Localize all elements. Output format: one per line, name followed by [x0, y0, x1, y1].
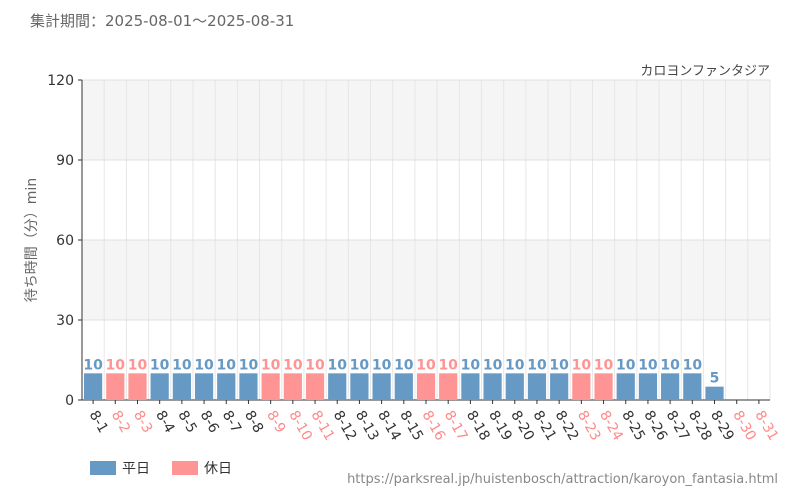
x-tick-label: 8-7: [219, 408, 244, 436]
x-tick-label: 8-1: [86, 408, 111, 436]
bar-value-label: 10: [283, 357, 303, 373]
bar: [261, 373, 280, 400]
bar-value-label: 10: [683, 357, 703, 373]
plot-band: [82, 80, 770, 160]
bar-value-label: 10: [350, 357, 370, 373]
bar-value-label: 10: [438, 357, 458, 373]
plot-band: [82, 240, 770, 320]
bar: [283, 373, 302, 400]
bar: [527, 373, 547, 400]
bar: [638, 373, 658, 400]
period-label: 集計期間：2025-08-01～2025-08-31: [30, 12, 295, 30]
bar-value-label: 10: [239, 357, 259, 373]
bar-value-label: 10: [572, 357, 592, 373]
bar-value-label: 10: [305, 357, 325, 373]
attraction-name: カロヨンファンタジア: [640, 64, 770, 79]
bar-value-label: 10: [483, 357, 503, 373]
bar: [483, 373, 502, 400]
bar: [572, 373, 591, 400]
bar-value-label: 10: [549, 357, 569, 373]
x-tick-label: 8-4: [152, 408, 177, 436]
bar: [194, 373, 214, 400]
bar: [594, 373, 613, 400]
bar: [84, 373, 103, 400]
bar-value-label: 5: [710, 371, 720, 387]
bar-value-label: 10: [150, 357, 170, 373]
source-url: https://parksreal.jp/huistenbosch/attrac…: [347, 472, 778, 487]
bar-value-label: 10: [660, 357, 680, 373]
bar-value-label: 10: [128, 357, 148, 373]
y-tick-label: 120: [47, 73, 74, 89]
bar-value-label: 10: [372, 357, 392, 373]
bar: [416, 373, 436, 400]
x-tick-label: 8-31: [751, 408, 781, 444]
bar: [661, 373, 680, 400]
bar-value-label: 10: [527, 357, 547, 373]
x-tick-label: 8-3: [130, 408, 155, 436]
bar-value-label: 10: [394, 357, 414, 373]
legend-swatch-holiday: [172, 461, 198, 475]
bar: [705, 386, 724, 400]
bar: [616, 373, 635, 400]
y-tick-label: 30: [56, 313, 74, 329]
legend-item-weekday: 平日: [90, 458, 150, 478]
bar-value-label: 10: [106, 357, 126, 373]
bar: [550, 373, 569, 400]
bar-value-label: 10: [461, 357, 481, 373]
bar-value-label: 10: [172, 357, 192, 373]
bar-value-label: 10: [505, 357, 525, 373]
y-tick-label: 60: [56, 233, 74, 249]
bar-value-label: 10: [594, 357, 614, 373]
x-tick-label: 8-9: [263, 408, 288, 436]
bar: [683, 373, 702, 400]
bar-value-label: 10: [616, 357, 636, 373]
bar: [305, 373, 325, 400]
bar: [328, 373, 347, 400]
bar: [439, 373, 458, 400]
legend-item-holiday: 休日: [172, 458, 232, 478]
bar: [394, 373, 413, 400]
legend: 平日 休日: [90, 458, 232, 478]
bar-value-label: 10: [217, 357, 237, 373]
x-tick-label: 8-8: [241, 408, 266, 436]
x-tick-label: 8-5: [174, 408, 199, 436]
legend-label-holiday: 休日: [204, 461, 232, 477]
bar: [172, 373, 191, 400]
legend-swatch-weekday: [90, 461, 116, 475]
bar-value-label: 10: [261, 357, 281, 373]
y-tick-label: 90: [56, 153, 74, 169]
plot-band: [82, 160, 770, 240]
bar: [150, 373, 169, 400]
bar-value-label: 10: [638, 357, 658, 373]
bar: [217, 373, 236, 400]
bar: [372, 373, 391, 400]
x-tick-label: 8-2: [108, 408, 133, 436]
bar: [106, 373, 125, 400]
y-tick-label: 0: [65, 393, 74, 409]
bar: [505, 373, 524, 400]
bar-value-label: 10: [83, 357, 103, 373]
bar: [461, 373, 480, 400]
y-axis-label: 待ち時間（分）min: [24, 178, 40, 302]
x-tick-label: 8-6: [197, 408, 222, 436]
legend-label-weekday: 平日: [122, 461, 150, 477]
bar: [128, 373, 147, 400]
bar: [239, 373, 258, 400]
bar: [350, 373, 369, 400]
bar-value-label: 10: [327, 357, 347, 373]
bar-value-label: 10: [194, 357, 214, 373]
bar-value-label: 10: [416, 357, 436, 373]
